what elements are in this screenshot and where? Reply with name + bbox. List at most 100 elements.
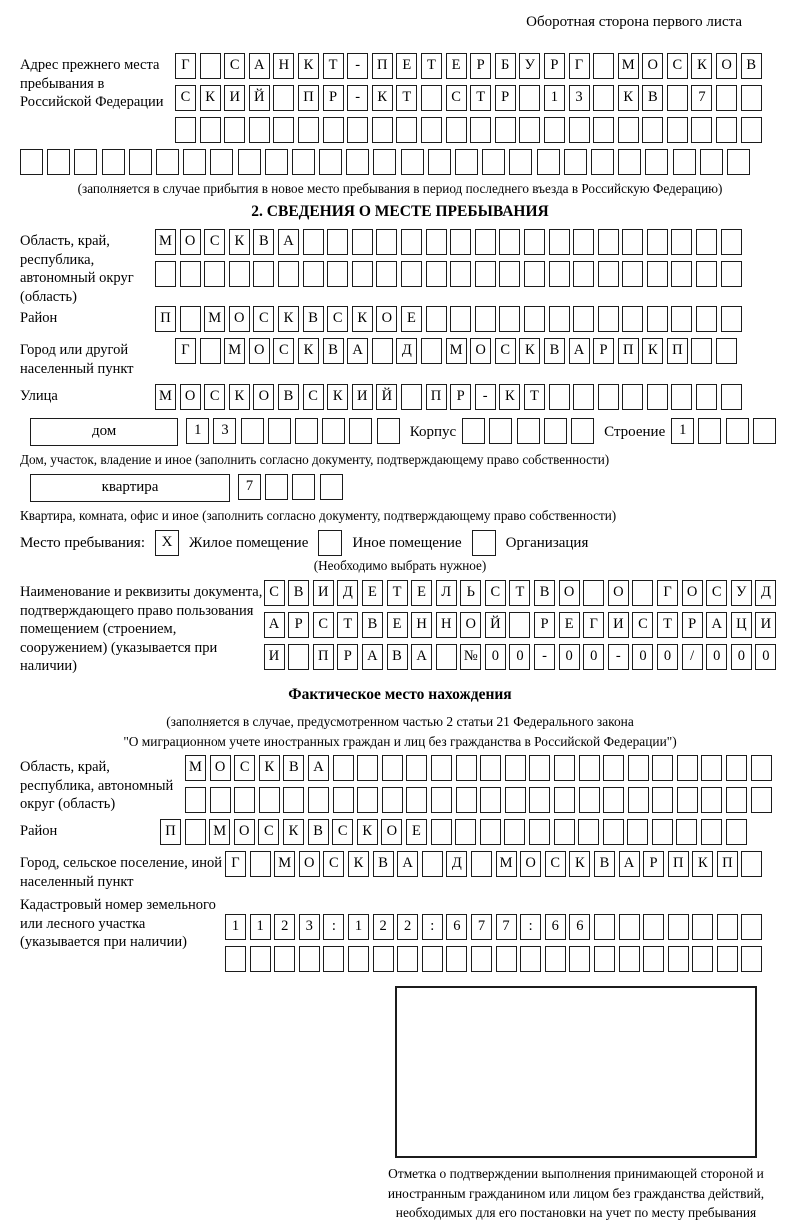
- char-cell[interactable]: [645, 149, 669, 175]
- char-cell[interactable]: В: [322, 338, 344, 365]
- char-cell[interactable]: [455, 755, 477, 782]
- char-cell[interactable]: [652, 755, 674, 782]
- char-cell[interactable]: 6: [569, 914, 591, 941]
- char-cell[interactable]: [593, 53, 615, 79]
- char-cell[interactable]: [425, 229, 447, 255]
- char-cell[interactable]: Р: [681, 612, 703, 639]
- char-cell[interactable]: [494, 117, 516, 143]
- char-cell[interactable]: 0: [706, 644, 728, 671]
- char-cell[interactable]: [741, 914, 763, 941]
- char-cell[interactable]: М: [224, 338, 246, 365]
- char-cell[interactable]: [420, 338, 442, 365]
- char-cell[interactable]: М: [617, 53, 639, 79]
- char-cell[interactable]: В: [534, 580, 556, 607]
- char-cell[interactable]: [327, 229, 349, 255]
- char-cell[interactable]: [199, 338, 221, 365]
- char-cell[interactable]: П: [155, 306, 176, 333]
- char-cell[interactable]: К: [569, 851, 591, 878]
- char-cell[interactable]: [726, 149, 750, 175]
- char-cell[interactable]: [701, 787, 723, 814]
- char-cell[interactable]: С: [204, 229, 226, 255]
- char-cell[interactable]: К: [297, 338, 319, 365]
- char-cell[interactable]: [696, 306, 718, 333]
- char-cell[interactable]: [740, 117, 762, 143]
- char-cell[interactable]: В: [277, 384, 299, 411]
- char-cell[interactable]: [283, 787, 305, 814]
- char-cell[interactable]: [425, 261, 447, 287]
- char-cell[interactable]: :: [520, 914, 542, 941]
- char-cell[interactable]: И: [607, 612, 629, 639]
- char-cell[interactable]: [701, 755, 723, 782]
- char-cell[interactable]: [435, 644, 457, 671]
- char-cell[interactable]: Т: [386, 580, 408, 607]
- char-cell[interactable]: М: [445, 338, 467, 365]
- char-cell[interactable]: Р: [322, 85, 344, 111]
- char-cell[interactable]: -: [347, 53, 369, 79]
- char-cell[interactable]: [548, 306, 570, 333]
- char-cell[interactable]: О: [716, 53, 738, 79]
- char-cell[interactable]: [400, 384, 422, 411]
- char-cell[interactable]: [519, 117, 541, 143]
- char-cell[interactable]: [210, 149, 234, 175]
- char-cell[interactable]: М: [155, 384, 176, 411]
- char-cell[interactable]: [643, 946, 665, 973]
- char-cell[interactable]: [228, 261, 250, 287]
- char-cell[interactable]: [528, 819, 550, 846]
- char-cell[interactable]: [155, 149, 179, 175]
- char-cell[interactable]: [578, 787, 600, 814]
- char-cell[interactable]: К: [692, 851, 714, 878]
- char-cell[interactable]: [569, 946, 591, 973]
- char-cell[interactable]: [553, 819, 575, 846]
- char-cell[interactable]: [593, 914, 615, 941]
- char-cell[interactable]: -: [474, 384, 496, 411]
- char-cell[interactable]: Р: [593, 338, 615, 365]
- char-cell[interactable]: [618, 946, 640, 973]
- char-cell[interactable]: [185, 787, 206, 814]
- char-cell[interactable]: 1: [186, 418, 210, 445]
- char-cell[interactable]: [237, 149, 261, 175]
- char-cell[interactable]: [716, 914, 738, 941]
- char-cell[interactable]: [578, 755, 600, 782]
- char-cell[interactable]: М: [204, 306, 226, 333]
- char-cell[interactable]: [298, 946, 320, 973]
- char-cell[interactable]: [720, 384, 742, 411]
- char-cell[interactable]: [666, 85, 688, 111]
- char-cell[interactable]: 7: [470, 914, 492, 941]
- char-cell[interactable]: [667, 914, 689, 941]
- char-cell[interactable]: Е: [558, 612, 580, 639]
- char-cell[interactable]: [597, 306, 619, 333]
- char-cell[interactable]: [347, 117, 369, 143]
- char-cell[interactable]: [273, 117, 295, 143]
- char-cell[interactable]: [523, 229, 545, 255]
- char-cell[interactable]: [529, 755, 551, 782]
- char-cell[interactable]: 3: [568, 85, 590, 111]
- char-cell[interactable]: [543, 418, 567, 445]
- char-cell[interactable]: [421, 946, 443, 973]
- char-cell[interactable]: О: [470, 338, 492, 365]
- char-cell[interactable]: -: [534, 644, 556, 671]
- char-cell[interactable]: [725, 418, 749, 445]
- char-cell[interactable]: [420, 85, 442, 111]
- char-cell[interactable]: И: [263, 644, 285, 671]
- char-cell[interactable]: О: [248, 338, 270, 365]
- char-cell[interactable]: [264, 149, 288, 175]
- char-cell[interactable]: Н: [273, 53, 295, 79]
- char-cell[interactable]: П: [716, 851, 738, 878]
- char-cell[interactable]: [450, 306, 472, 333]
- char-cell[interactable]: В: [283, 755, 305, 782]
- char-cell[interactable]: [573, 384, 595, 411]
- checkbox-zhiloe[interactable]: X: [155, 530, 179, 557]
- char-cell[interactable]: [425, 306, 447, 333]
- char-cell[interactable]: К: [642, 338, 664, 365]
- char-cell[interactable]: [671, 229, 693, 255]
- char-cell[interactable]: [593, 946, 615, 973]
- char-cell[interactable]: [225, 946, 246, 973]
- char-cell[interactable]: [381, 787, 403, 814]
- char-cell[interactable]: [543, 117, 565, 143]
- char-cell[interactable]: [553, 755, 575, 782]
- char-cell[interactable]: [450, 261, 472, 287]
- char-cell[interactable]: [224, 117, 246, 143]
- char-cell[interactable]: [322, 418, 346, 445]
- char-cell[interactable]: К: [691, 53, 713, 79]
- char-cell[interactable]: И: [224, 85, 246, 111]
